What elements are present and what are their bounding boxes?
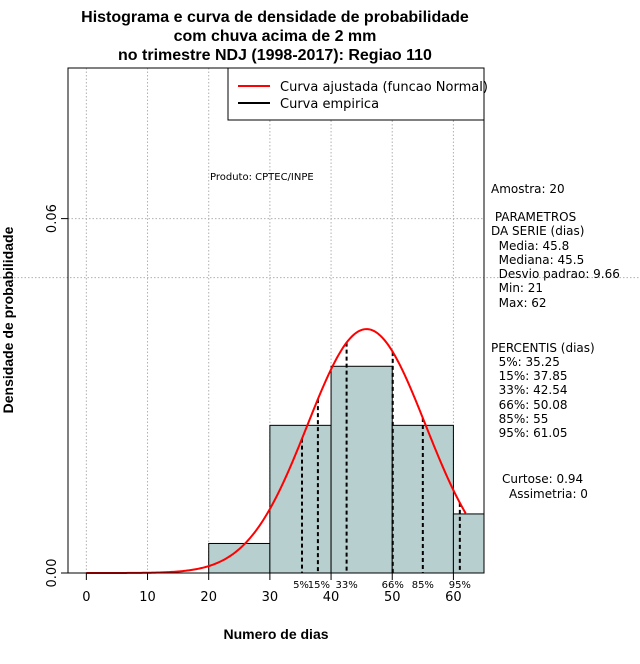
legend: Curva ajustada (funcao Normal) Curva emp…	[227, 67, 488, 121]
percentile-15: 15%: 37.85	[491, 369, 568, 383]
percentiles-title: PERCENTIS (dias)	[491, 341, 595, 355]
histogram-bar	[269, 424, 332, 574]
x-tick-label: 30	[262, 590, 279, 605]
histogram-bar	[330, 365, 393, 574]
percentile-33: 33%: 42.54	[491, 383, 568, 397]
legend-box	[227, 67, 485, 121]
percentile-lines: 5%15% 33% 66% 85% 95%	[293, 342, 471, 591]
grid-lines	[0, 68, 640, 574]
percentile-label: 85%	[412, 580, 434, 591]
statistics-panel: Amostra: 20 PARAMETROS DA SERIE (dias) M…	[491, 182, 620, 501]
percentile-66: 66%: 50.08	[491, 398, 568, 412]
histogram-bar	[452, 513, 485, 574]
percentile-95: 95%: 61.05	[491, 426, 568, 440]
x-tick-label: 0	[82, 590, 90, 605]
chart-title-line-3: no trimestre NDJ (1998-2017): Regiao 110	[118, 47, 432, 64]
product-annotation: Produto: CPTEC/INPE	[210, 172, 314, 183]
percentile-label: 66%	[382, 580, 404, 591]
x-tick-label: 60	[445, 590, 462, 605]
skewness: Assimetria: 0	[509, 487, 588, 501]
percentile-label: 95%	[449, 580, 471, 591]
percentile-label: 15%	[308, 580, 330, 591]
x-tick-label: 50	[384, 590, 401, 605]
y-axis-title: Densidade de probabilidade	[0, 226, 16, 413]
chart-title-line-2: com chuva acima de 2 mm	[174, 28, 377, 45]
y-tick-label: 0.00	[45, 559, 60, 588]
parameters-title-line-2: DA SERIE (dias)	[491, 224, 584, 238]
kurtosis: Curtose: 0.94	[502, 472, 583, 486]
stat-max: Max: 62	[491, 296, 547, 310]
x-tick-label: 10	[139, 590, 156, 605]
chart-title-line-1: Histograma e curva de densidade de proba…	[81, 9, 469, 26]
stat-mean: Media: 45.8	[491, 239, 569, 253]
stat-std-dev: Desvio padrao: 9.66	[491, 267, 620, 281]
stat-min: Min: 21	[491, 281, 543, 295]
x-tick-label: 20	[200, 590, 217, 605]
x-tick-label: 40	[323, 590, 340, 605]
y-tick-label: 0.06	[45, 204, 60, 233]
stat-median: Mediana: 45.5	[491, 253, 584, 267]
legend-label-empirical: Curva empirica	[280, 97, 379, 112]
axes: 0 10 20 30 40 50 60 0.00 0.06	[45, 204, 462, 605]
parameters-title-line-1: PARAMETROS	[491, 210, 576, 224]
percentile-label: 5%	[293, 580, 309, 591]
legend-label-fit: Curva ajustada (funcao Normal)	[280, 80, 488, 95]
percentile-5: 5%: 35.25	[491, 355, 560, 369]
x-axis-title: Numero de dias	[223, 626, 328, 642]
sample-size: Amostra: 20	[491, 182, 565, 196]
percentile-85: 85%: 55	[491, 412, 548, 426]
percentile-label: 33%	[335, 580, 357, 591]
